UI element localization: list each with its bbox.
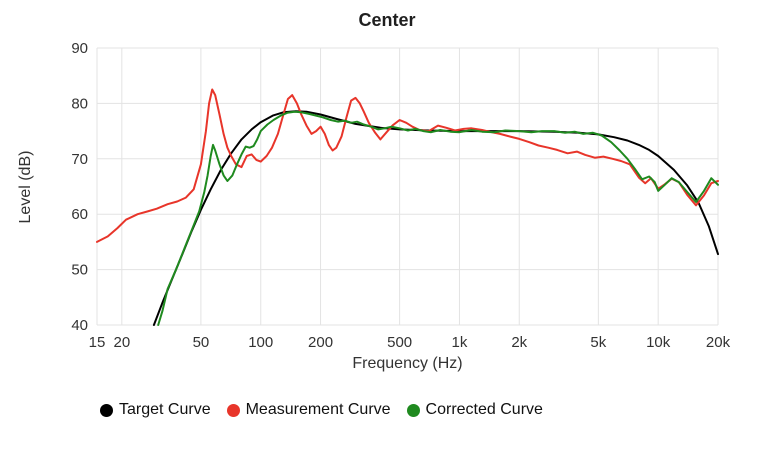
series-measurement-curve	[96, 88, 719, 243]
x-tick-label: 10k	[646, 334, 671, 351]
y-tick-label: 70	[71, 151, 88, 168]
legend-item-measurement-curve[interactable]: Measurement Curve	[226, 401, 391, 419]
y-tick-label: 90	[71, 40, 88, 57]
series-target-curve	[152, 110, 719, 326]
series-corrected-curve	[157, 110, 719, 326]
chart-title: Center	[358, 10, 416, 30]
x-tick-label: 20	[113, 334, 130, 351]
legend-marker-corrected-curve	[406, 403, 420, 417]
legend-item-corrected-curve[interactable]: Corrected Curve	[406, 401, 543, 419]
legend-marker-target-curve	[100, 403, 113, 417]
x-tick-label: 5k	[590, 334, 606, 351]
legend-item-target-curve[interactable]: Target Curve	[100, 401, 211, 419]
x-tick-label: 2k	[511, 334, 527, 351]
x-tick-label: 1k	[452, 334, 468, 351]
x-tick-label: 50	[193, 334, 210, 351]
chart-canvas: 40 50 60 70 80 90 15 20 50 100 200 500 1k 2k 5k 10k 20k	[71, 40, 731, 351]
chart-legend: Target Curve Measurement Curve Corrected C…	[100, 401, 543, 419]
x-axis-title: Frequency (Hz)	[352, 355, 463, 372]
legend-label: Target Curve	[119, 401, 211, 418]
legend-label: Measurement Curve	[245, 401, 391, 418]
y-tick-label: 40	[71, 317, 88, 334]
x-tick-label: 20k	[706, 334, 731, 351]
x-tick-label: 15	[89, 334, 106, 351]
x-tick-label: 500	[387, 334, 412, 351]
legend-label: Corrected Curve	[425, 401, 543, 418]
x-tick-label: 200	[308, 334, 333, 351]
y-tick-label: 80	[71, 95, 88, 112]
legend-marker-measurement-curve	[226, 403, 240, 417]
y-tick-label: 60	[71, 206, 88, 223]
y-tick-label: 50	[71, 262, 88, 279]
x-tick-label: 100	[248, 334, 273, 351]
